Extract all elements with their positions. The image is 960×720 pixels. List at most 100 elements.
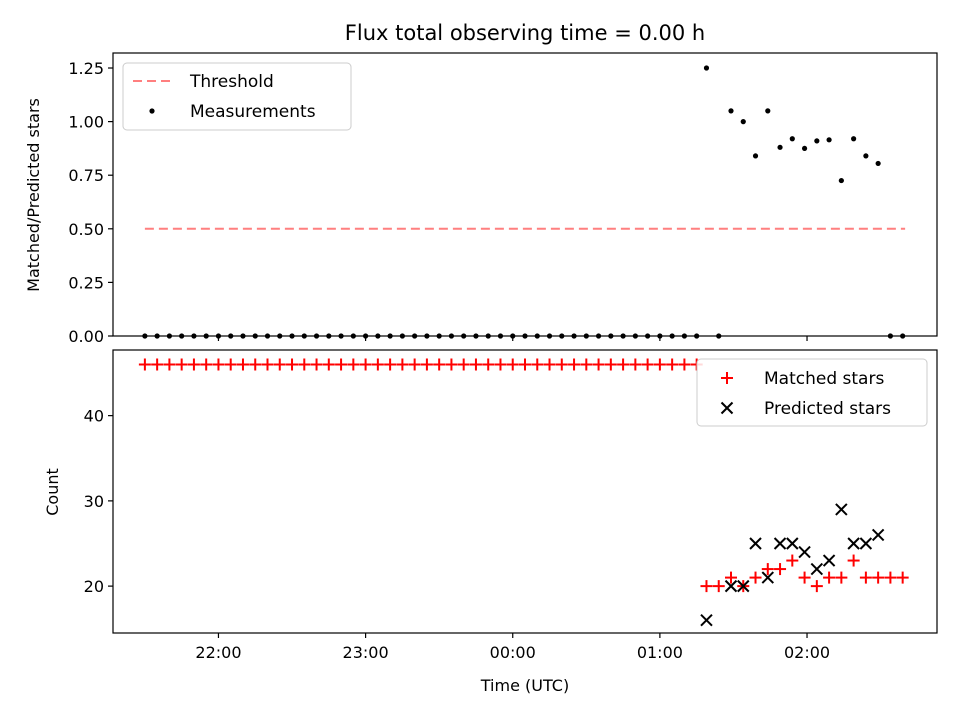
matched-star-point bbox=[236, 358, 249, 371]
matched-star-point bbox=[774, 563, 787, 576]
matched-star-point bbox=[138, 358, 151, 371]
bottom-y-tick-label: 20 bbox=[84, 577, 104, 596]
matched-star-point bbox=[359, 358, 372, 371]
x-axis-label: Time (UTC) bbox=[480, 676, 569, 695]
matched-star-point bbox=[175, 358, 188, 371]
measurement-point bbox=[863, 153, 869, 159]
matched-star-point bbox=[604, 358, 617, 371]
predicted-star-point bbox=[835, 503, 848, 516]
top-y-tick-label: 1.25 bbox=[68, 59, 104, 78]
matched-star-point bbox=[700, 580, 713, 593]
chart-title: Flux total observing time = 0.00 h bbox=[345, 21, 705, 45]
matched-star-point bbox=[335, 358, 348, 371]
measurement-point bbox=[752, 153, 759, 159]
matched-star-point bbox=[506, 358, 519, 371]
predicted-star-point bbox=[737, 579, 750, 593]
matched-star-point bbox=[261, 358, 274, 371]
matched-star-point bbox=[543, 358, 556, 371]
matched-star-point bbox=[286, 358, 299, 371]
top-y-tick-label: 1.00 bbox=[68, 113, 104, 132]
matched-star-point bbox=[641, 358, 654, 371]
matched-star-point bbox=[859, 571, 872, 584]
matched-star-point bbox=[580, 358, 593, 371]
matched-star-point bbox=[786, 554, 799, 567]
matched-star-point bbox=[249, 358, 262, 371]
measurement-point bbox=[740, 119, 746, 125]
legend-measurements-swatch bbox=[149, 108, 155, 114]
top-axes-frame bbox=[112, 52, 938, 337]
top-legend: Threshold Measurements bbox=[122, 62, 352, 131]
top-y-tick-label: 0.25 bbox=[68, 273, 104, 292]
bottom-legend: Matched stars Predicted stars bbox=[696, 358, 928, 427]
matched-star-point bbox=[396, 358, 409, 371]
top-legend-box bbox=[122, 62, 352, 131]
matched-star-point bbox=[617, 358, 630, 371]
matched-star-point bbox=[298, 358, 311, 371]
predicted-star-point bbox=[847, 537, 860, 550]
matched-star-point bbox=[163, 358, 176, 371]
matched-star-point bbox=[224, 358, 237, 371]
measurement-point bbox=[826, 137, 832, 143]
matched-star-point bbox=[200, 358, 213, 371]
top-y-tick-label: 0.75 bbox=[68, 166, 104, 185]
matched-star-point bbox=[847, 554, 860, 567]
matched-star-point bbox=[420, 358, 433, 371]
matched-star-point bbox=[884, 571, 897, 584]
bottom-x-tick-label: 00:00 bbox=[490, 643, 536, 662]
predicted-star-point bbox=[786, 537, 799, 550]
predicted-star-point bbox=[871, 528, 885, 542]
matched-star-point bbox=[384, 358, 397, 371]
matched-star-point bbox=[798, 571, 811, 584]
top-y-axis-label: Matched/Predicted stars bbox=[24, 98, 43, 292]
bottom-x-tick-label: 01:00 bbox=[637, 643, 683, 662]
bottom-y-tick-label: 30 bbox=[84, 492, 104, 511]
matched-star-point bbox=[433, 358, 446, 371]
matched-star-point bbox=[678, 358, 691, 371]
predicted-star-point bbox=[773, 537, 787, 550]
measurement-point bbox=[765, 108, 771, 114]
matched-star-point bbox=[408, 358, 421, 371]
bottom-legend-box bbox=[696, 358, 928, 427]
bottom-y-axis-label: Count bbox=[43, 468, 62, 516]
measurement-point bbox=[851, 136, 857, 142]
predicted-star-point bbox=[700, 614, 713, 627]
legend-threshold-label: Threshold bbox=[189, 72, 274, 92]
matched-star-point bbox=[457, 358, 470, 371]
predicted-star-point bbox=[749, 537, 762, 550]
legend-measurements-label: Measurements bbox=[190, 102, 316, 122]
matched-star-point bbox=[629, 358, 642, 371]
matched-star-point bbox=[823, 571, 836, 584]
matched-star-point bbox=[592, 358, 605, 371]
predicted-star-point bbox=[761, 571, 774, 584]
predicted-star-point bbox=[822, 554, 836, 567]
matched-star-point bbox=[653, 358, 666, 371]
matched-star-point bbox=[519, 358, 531, 371]
matched-star-point bbox=[896, 571, 909, 584]
bottom-axes-frame bbox=[112, 349, 938, 634]
measurement-point bbox=[789, 136, 795, 142]
matched-star-point bbox=[273, 358, 286, 371]
matched-star-point bbox=[761, 563, 774, 576]
matched-star-point bbox=[666, 358, 679, 371]
matched-star-point bbox=[347, 358, 360, 371]
matched-star-point bbox=[371, 358, 384, 371]
matched-star-point bbox=[322, 358, 335, 371]
measurement-point bbox=[875, 160, 881, 167]
matched-star-point bbox=[482, 358, 495, 371]
measurement-point bbox=[801, 145, 808, 152]
predicted-star-point bbox=[724, 579, 738, 593]
matched-star-point bbox=[810, 580, 823, 593]
matched-star-point bbox=[749, 571, 762, 584]
bottom-x-tick-label: 02:00 bbox=[784, 643, 830, 662]
legend-matched-swatch bbox=[721, 372, 733, 384]
matched-star-point bbox=[555, 358, 568, 371]
legend-predicted-label: Predicted stars bbox=[764, 399, 891, 419]
predicted-star-point bbox=[859, 537, 873, 550]
matched-star-point bbox=[725, 571, 737, 584]
matched-star-point bbox=[835, 571, 848, 584]
matched-star-point bbox=[445, 358, 458, 371]
measurement-point bbox=[777, 144, 783, 150]
matched-star-point bbox=[712, 580, 725, 593]
matched-star-point bbox=[151, 358, 164, 371]
